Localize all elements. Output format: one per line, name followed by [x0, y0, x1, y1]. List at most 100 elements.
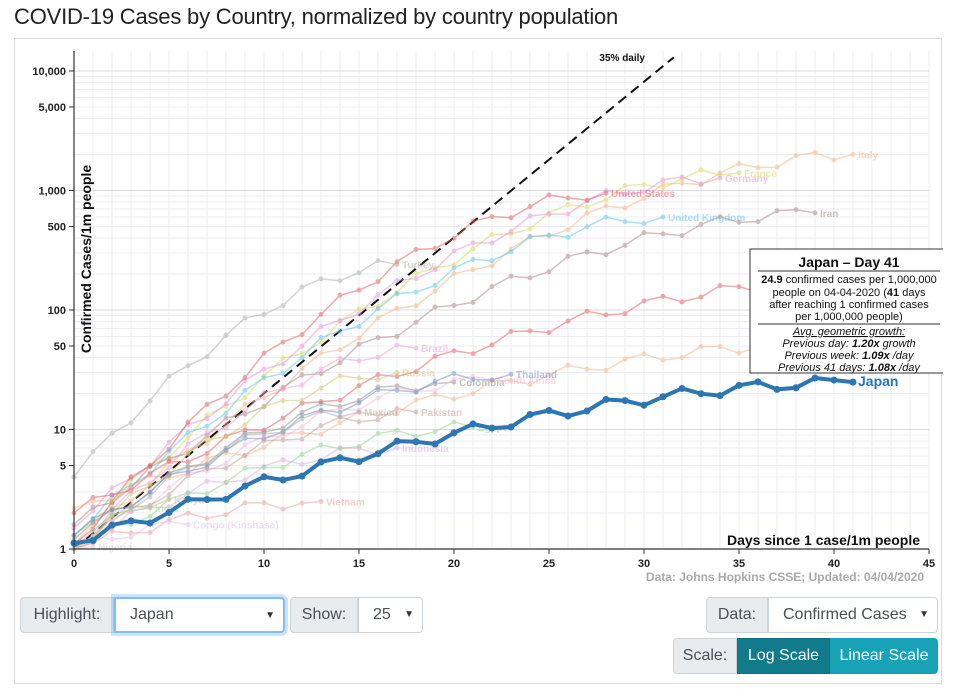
series-turkey: Turkey [71, 258, 434, 480]
series-label: Congo (Kinshasa) [193, 521, 279, 532]
data-point [299, 397, 305, 403]
data-point [318, 323, 324, 329]
data-point [432, 283, 438, 289]
data-point [584, 224, 590, 230]
data-select[interactable]: Confirmed Cases ▼ [768, 597, 938, 633]
data-point [299, 350, 305, 356]
series-thailand: Thailand [71, 370, 557, 538]
data-point [222, 495, 230, 503]
x-tick-label: 10 [258, 558, 270, 570]
data-point [489, 240, 495, 246]
data-point [527, 275, 533, 281]
data-point [660, 231, 666, 237]
data-point [356, 270, 362, 276]
data-point [660, 293, 666, 299]
data-point [375, 335, 381, 341]
data-point [356, 400, 362, 406]
data-point [774, 208, 780, 214]
series-label: Brazil [421, 344, 448, 355]
data-point [318, 423, 324, 429]
data-point [451, 348, 457, 354]
data-point [603, 197, 609, 203]
data-point [413, 397, 419, 403]
data-point [337, 355, 343, 361]
data-point [432, 378, 438, 384]
series-label: United States [611, 189, 675, 200]
data-point [413, 345, 419, 351]
data-point [527, 234, 533, 240]
data-point [242, 452, 248, 458]
data-point [204, 429, 210, 435]
data-point [356, 323, 362, 329]
data-point [242, 395, 248, 401]
data-point [280, 415, 286, 421]
log-scale-button[interactable]: Log Scale [737, 638, 830, 674]
highlight-select[interactable]: Japan ▼ [114, 597, 285, 633]
highlight-value: Japan [130, 606, 174, 623]
data-point [261, 464, 267, 470]
data-point [90, 504, 96, 510]
data-point [546, 330, 552, 336]
y-tick-label: 10 [54, 425, 66, 437]
data-point [641, 351, 647, 357]
series-japan: Japan [70, 373, 898, 547]
data-point [280, 386, 286, 392]
reference-line-35-daily [73, 56, 675, 550]
data-point [603, 367, 609, 373]
series-line [73, 259, 398, 478]
data-point [356, 383, 362, 389]
data-point [413, 289, 419, 295]
data-point [451, 371, 457, 377]
data-point [261, 444, 267, 450]
data-point [318, 335, 324, 341]
data-point [242, 401, 248, 407]
data-point [147, 513, 153, 519]
data-point [204, 462, 210, 468]
data-point [242, 442, 248, 448]
data-point [280, 425, 286, 431]
data-point [375, 395, 381, 401]
data-point [317, 458, 325, 466]
linear-scale-button[interactable]: Linear Scale [830, 638, 938, 674]
series-label: Turkey [402, 261, 434, 272]
data-point [584, 210, 590, 216]
data-point [298, 472, 306, 480]
data-point [622, 242, 628, 248]
tooltip-prev-day: Previous day: 1.20x growth [782, 338, 915, 350]
data-point [412, 438, 420, 446]
data-point [374, 450, 382, 458]
show-value: 25 [373, 606, 391, 623]
data-point [356, 287, 362, 293]
data-point [127, 517, 135, 525]
data-point [507, 423, 515, 431]
data-point [375, 258, 381, 264]
data-point [831, 157, 837, 163]
data-point [508, 273, 514, 279]
data-point [242, 374, 248, 380]
chevron-down-icon: ▼ [404, 609, 414, 620]
data-point [280, 429, 286, 435]
data-point [128, 507, 134, 513]
data-point [394, 262, 400, 268]
data-point [204, 515, 210, 521]
data-point [527, 328, 533, 334]
data-point [641, 195, 647, 201]
data-point [717, 344, 723, 350]
data-point [489, 214, 495, 220]
show-select[interactable]: 25 ▼ [358, 597, 423, 633]
y-tick-label: 50 [54, 341, 66, 353]
data-point [337, 278, 343, 284]
data-point [355, 458, 363, 466]
data-point [299, 436, 305, 442]
data-point [90, 528, 96, 534]
data-point [204, 478, 210, 484]
data-point [413, 303, 419, 309]
series-line [73, 208, 816, 526]
data-point [223, 415, 229, 421]
data-point [356, 335, 362, 341]
data-point [147, 464, 153, 470]
data-point [109, 536, 115, 542]
data-point [242, 422, 248, 428]
data-point [527, 381, 533, 387]
data-point [679, 233, 685, 239]
